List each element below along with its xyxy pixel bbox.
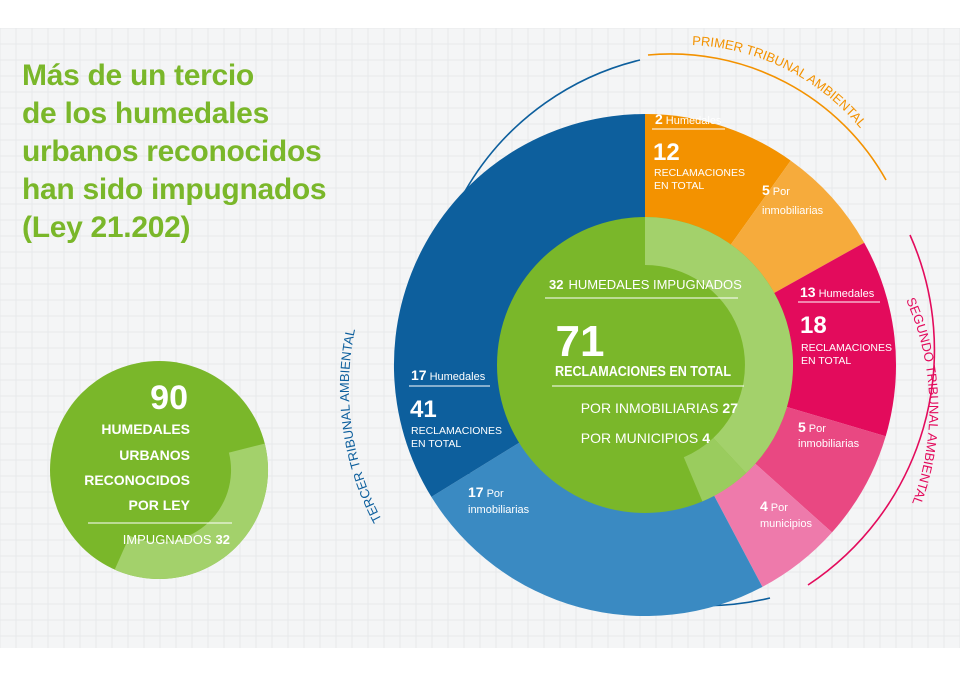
tercer-humedales-label: Humedales — [430, 371, 486, 383]
segundo-humedales-value: 13 — [800, 284, 816, 300]
title-line: urbanos reconocidos — [22, 135, 322, 168]
tercer-inmobiliarias: 17 Por — [468, 484, 504, 500]
small-circle-line: HUMEDALES — [101, 421, 190, 437]
segundo-inmobiliarias-label2: inmobiliarias — [798, 438, 860, 450]
tercer-court-label-path: TERCER TRIBUNAL AMBIENTAL — [337, 327, 385, 525]
segundo-municipios-label2: municipios — [760, 518, 812, 530]
center-inmobiliarias-label: POR INMOBILIARIAS — [581, 400, 719, 416]
primer-inmobiliarias-label2: inmobiliarias — [762, 205, 824, 217]
segundo-court-label: SEGUNDO TRIBUNAL AMBIENTAL — [903, 295, 941, 507]
center-inmobiliarias-value: 27 — [722, 400, 738, 416]
center-inmobiliarias: POR INMOBILIARIAS 27 — [581, 400, 738, 416]
segundo-municipios: 4 Por — [760, 498, 788, 514]
segundo-court-label-path: SEGUNDO TRIBUNAL AMBIENTAL — [903, 295, 941, 507]
segundo-inmobiliarias: 5 Por — [798, 419, 826, 435]
tercer-total-line1: RECLAMACIONES — [411, 425, 502, 437]
small-circle-line: RECONOCIDOS — [84, 472, 190, 488]
tercer-inmobiliarias-value: 17 — [468, 484, 484, 500]
title-line: de los humedales — [22, 97, 269, 130]
primer-total-value: 12 — [653, 139, 680, 166]
primer-total-line1: RECLAMACIONES — [654, 167, 745, 179]
primer-humedales-value: 2 — [655, 111, 663, 127]
center-inmobiliarias-ring — [645, 217, 794, 474]
small-circle-line: URBANOS — [119, 447, 190, 463]
center-municipios: POR MUNICIPIOS 4 — [581, 430, 710, 446]
segundo-municipios-label1: Por — [771, 502, 788, 514]
primer-inmobiliarias-label1: Por — [773, 186, 790, 198]
title-line: (Ley 21.202) — [22, 211, 191, 244]
tercer-inmobiliarias-label1: Por — [487, 488, 504, 500]
center-municipios-ring — [683, 438, 747, 502]
primer-court-arc — [647, 53, 887, 181]
segundo-municipios-value: 4 — [760, 498, 768, 514]
segundo-inmobiliarias-label1: Por — [809, 423, 826, 435]
page-title: Más de un tercio de los humedales urbano… — [22, 57, 402, 247]
primer-humedales: 2 Humedales — [655, 111, 722, 127]
center-municipios-value: 4 — [702, 430, 710, 446]
small-circle-impugnados: IMPUGNADOS 32 — [123, 532, 230, 547]
tercer-humedales-value: 17 — [411, 367, 427, 383]
tercer-total-value: 41 — [410, 396, 437, 423]
primer-humedales-label: Humedales — [666, 115, 722, 127]
segundo-total-line2: EN TOTAL — [801, 355, 851, 367]
small-circle-impugnados-value: 32 — [216, 532, 230, 547]
center-total-label: RECLAMACIONES EN TOTAL — [555, 364, 731, 380]
segundo-total-value: 18 — [800, 312, 827, 339]
tercer-humedales: 17 Humedales — [411, 367, 486, 383]
tercer-total-line2: EN TOTAL — [411, 438, 461, 450]
small-circle-impugnados-ring — [114, 443, 269, 580]
primer-inmobiliarias-value: 5 — [762, 182, 770, 198]
title-line: Más de un tercio — [22, 59, 254, 92]
segundo-court-arc — [807, 234, 936, 586]
title-line: han sido impugnados — [22, 173, 327, 206]
segundo-total-line1: RECLAMACIONES — [801, 342, 892, 354]
segundo-humedales-label: Humedales — [819, 288, 875, 300]
center-humedales: 32 HUMEDALES IMPUGNADOS — [549, 277, 742, 292]
center-total-value: 71 — [556, 317, 605, 366]
tercer-court-label: TERCER TRIBUNAL AMBIENTAL — [337, 327, 385, 525]
center-humedales-value: 32 — [549, 277, 563, 292]
segundo-inmobiliarias-value: 5 — [798, 419, 806, 435]
small-circle-impugnados-label: IMPUGNADOS — [123, 532, 212, 547]
primer-inmobiliarias: 5 Por — [762, 182, 790, 198]
center-municipios-label: POR MUNICIPIOS — [581, 430, 698, 446]
center-humedales-label: HUMEDALES IMPUGNADOS — [568, 277, 742, 292]
small-circle-number: 90 — [150, 379, 188, 417]
segundo-humedales: 13 Humedales — [800, 284, 875, 300]
small-circle-line: POR LEY — [129, 497, 191, 513]
tercer-inmobiliarias-label2: inmobiliarias — [468, 504, 530, 516]
primer-total-line2: EN TOTAL — [654, 180, 704, 192]
